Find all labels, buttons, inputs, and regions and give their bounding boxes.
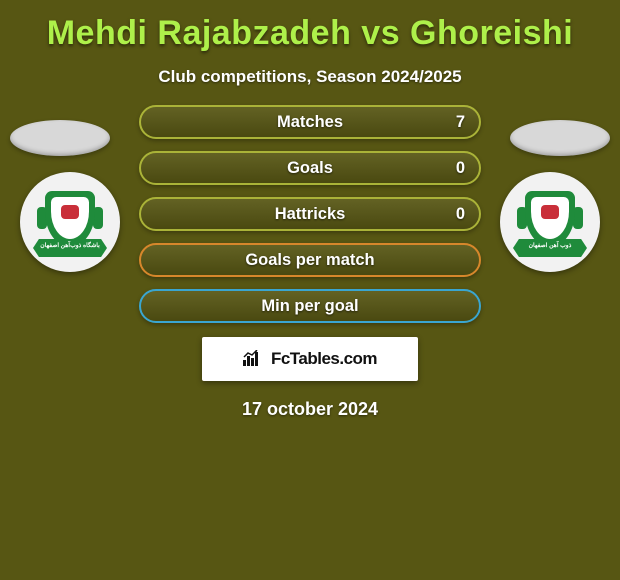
footer-brand-card[interactable]: FcTables.com	[202, 337, 418, 381]
player-placeholder-left	[10, 120, 110, 156]
club-badge-left: باشگاه ذوب‌آهن اصفهان	[20, 172, 120, 272]
club-badge-right: ذوب آهن اصفهان	[500, 172, 600, 272]
stat-row-goals-per-match: Goals per match	[139, 243, 481, 277]
stat-label: Matches	[277, 113, 343, 132]
crest-ribbon-text: باشگاه ذوب‌آهن اصفهان	[33, 242, 107, 249]
club-crest-icon: باشگاه ذوب‌آهن اصفهان	[33, 185, 107, 259]
stat-row-hattricks: Hattricks 0	[139, 197, 481, 231]
stat-label: Goals per match	[245, 251, 374, 270]
page-title: Mehdi Rajabzadeh vs Ghoreishi	[0, 0, 620, 57]
stat-row-matches: Matches 7	[139, 105, 481, 139]
stat-pills: Matches 7 Goals 0 Hattricks 0 Goals per …	[139, 105, 481, 323]
bar-chart-icon	[243, 350, 265, 368]
stat-row-min-per-goal: Min per goal	[139, 289, 481, 323]
footer-brand-text: FcTables.com	[271, 349, 377, 369]
stat-label: Hattricks	[275, 205, 346, 224]
crest-ribbon-text: ذوب آهن اصفهان	[513, 242, 587, 249]
stat-label: Min per goal	[261, 297, 358, 316]
subtitle: Club competitions, Season 2024/2025	[0, 57, 620, 105]
stat-label: Goals	[287, 159, 333, 178]
footer-date: 17 october 2024	[0, 381, 620, 420]
club-crest-icon: ذوب آهن اصفهان	[513, 185, 587, 259]
stat-right-value: 0	[456, 205, 465, 224]
stat-right-value: 0	[456, 159, 465, 178]
stat-right-value: 7	[456, 113, 465, 132]
stat-row-goals: Goals 0	[139, 151, 481, 185]
player-placeholder-right	[510, 120, 610, 156]
